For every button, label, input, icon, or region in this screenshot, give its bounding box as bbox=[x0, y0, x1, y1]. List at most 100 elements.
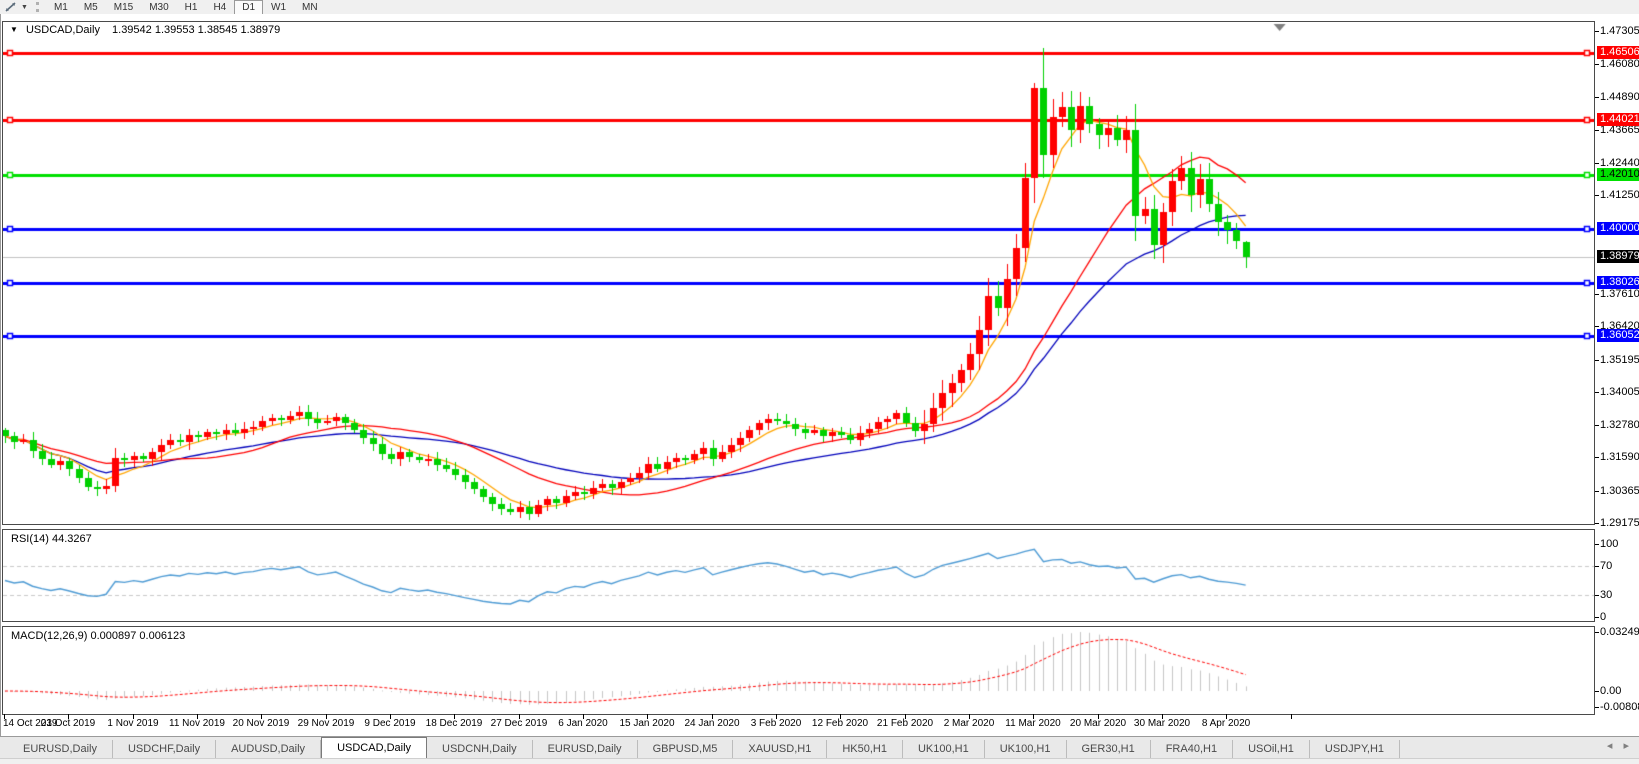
window-left-edge bbox=[0, 14, 1, 736]
chart-tab-AUDUSD-Daily[interactable]: AUDUSD,Daily bbox=[216, 740, 322, 759]
axis-tick bbox=[1595, 97, 1599, 98]
tab-scroll-arrows[interactable]: ◂ ▸ bbox=[1606, 740, 1633, 752]
timeframe-buttons: M1 M5 M15 M30 H1 H4 D1 W1 MN bbox=[46, 0, 326, 15]
axis-tick bbox=[1595, 691, 1599, 692]
rsi-canvas[interactable] bbox=[3, 530, 1594, 621]
axis-tick bbox=[1595, 595, 1599, 596]
timeframe-button-H4[interactable]: H4 bbox=[213, 1, 227, 13]
date-tick bbox=[647, 714, 648, 719]
date-tick bbox=[326, 714, 327, 719]
price-chart-canvas[interactable] bbox=[3, 22, 1594, 524]
chart-menu-icon[interactable]: ▼ bbox=[10, 25, 18, 34]
chart-tab-UK100-H1[interactable]: UK100,H1 bbox=[985, 740, 1067, 759]
date-label: 24 Jan 2020 bbox=[684, 718, 740, 729]
rsi-tick-label: 30 bbox=[1600, 589, 1613, 601]
timeframe-button-M1[interactable]: M1 bbox=[53, 1, 68, 13]
chart-tab-XAUUSD-H1[interactable]: XAUUSD,H1 bbox=[733, 740, 828, 759]
chart-tab-USDCAD-Daily[interactable]: USDCAD,Daily bbox=[321, 737, 428, 759]
rsi-label: RSI(14) 44.3267 bbox=[11, 533, 92, 545]
axis-tick bbox=[1595, 294, 1599, 295]
timeframe-button-M15[interactable]: M15 bbox=[113, 1, 134, 13]
macd-tick-label: -0.008086 bbox=[1600, 701, 1639, 713]
timeframe-toolbar: ▼ M1 M5 M15 M30 H1 H4 D1 W1 MN bbox=[0, 0, 1639, 15]
price-chart-pane[interactable] bbox=[2, 21, 1595, 525]
date-tick bbox=[776, 714, 777, 719]
rsi-tick-label: 0 bbox=[1600, 611, 1607, 623]
chart-tab-FRA40-H1[interactable]: FRA40,H1 bbox=[1151, 740, 1234, 759]
date-tick bbox=[133, 714, 134, 719]
date-label: 6 Jan 2020 bbox=[558, 718, 608, 729]
date-tick bbox=[583, 714, 584, 719]
chart-tab-UK100-H1[interactable]: UK100,H1 bbox=[903, 740, 985, 759]
date-tick bbox=[1033, 714, 1034, 719]
level-price-badge: 1.36052 bbox=[1597, 329, 1639, 342]
chart-mode-icon[interactable] bbox=[3, 1, 19, 13]
macd-tick-label: 0.00 bbox=[1600, 685, 1622, 697]
chart-tab-USDJPY-H1[interactable]: USDJPY,H1 bbox=[1310, 740, 1401, 759]
date-label: 3 Feb 2020 bbox=[750, 718, 802, 729]
date-label: 20 Nov 2019 bbox=[232, 718, 290, 729]
price-tick-label: 1.42440 bbox=[1600, 157, 1639, 169]
chart-tab-GBPUSD-M5[interactable]: GBPUSD,M5 bbox=[638, 740, 734, 759]
axis-tick bbox=[1595, 707, 1599, 708]
chart-tab-HK50-H1[interactable]: HK50,H1 bbox=[827, 740, 903, 759]
axis-tick bbox=[1595, 491, 1599, 492]
date-tick bbox=[390, 714, 391, 719]
timeframe-button-W1[interactable]: W1 bbox=[271, 1, 287, 13]
date-label: 12 Feb 2020 bbox=[811, 718, 869, 729]
timeframe-button-M5[interactable]: M5 bbox=[83, 1, 98, 13]
date-tick bbox=[519, 714, 520, 719]
price-tick-label: 1.43665 bbox=[1600, 124, 1639, 136]
price-tick-label: 1.31590 bbox=[1600, 451, 1639, 463]
timeframe-button-H1[interactable]: H1 bbox=[184, 1, 198, 13]
date-label: 29 Nov 2019 bbox=[297, 718, 355, 729]
rsi-pane[interactable]: RSI(14) 44.3267 bbox=[2, 529, 1595, 622]
axis-tick bbox=[1595, 31, 1599, 32]
level-price-badge: 1.46506 bbox=[1597, 46, 1639, 59]
axis-tick bbox=[1595, 566, 1599, 567]
date-label: 15 Jan 2020 bbox=[619, 718, 675, 729]
timeframe-button-MN[interactable]: MN bbox=[302, 1, 318, 13]
date-tick bbox=[4, 714, 5, 719]
rsi-tick-label: 100 bbox=[1600, 538, 1619, 550]
chart-tab-GER30-H1[interactable]: GER30,H1 bbox=[1067, 740, 1151, 759]
price-tick-label: 1.29175 bbox=[1600, 517, 1639, 529]
date-tick bbox=[1226, 714, 1227, 719]
date-tick bbox=[454, 714, 455, 719]
date-label: 11 Nov 2019 bbox=[169, 718, 225, 729]
timeframe-button-D1[interactable]: D1 bbox=[234, 0, 264, 15]
macd-canvas[interactable] bbox=[3, 627, 1594, 714]
timeframe-button-M30[interactable]: M30 bbox=[149, 1, 169, 13]
chart-ohlc-values: 1.39542 1.39553 1.38545 1.38979 bbox=[112, 24, 281, 36]
toolbar-grip bbox=[35, 2, 39, 12]
chart-tab-USOil-H1[interactable]: USOil,H1 bbox=[1233, 740, 1310, 759]
price-tick-label: 1.41250 bbox=[1600, 189, 1639, 201]
price-tick-label: 1.37610 bbox=[1600, 288, 1639, 300]
status-strip bbox=[0, 758, 1639, 764]
date-tick bbox=[1098, 714, 1099, 719]
chart-tab-USDCNH-Daily[interactable]: USDCNH,Daily bbox=[427, 740, 533, 759]
axis-tick bbox=[1595, 632, 1599, 633]
date-tick bbox=[969, 714, 970, 719]
chart-tab-USDCHF-Daily[interactable]: USDCHF,Daily bbox=[113, 740, 217, 759]
price-tick-label: 1.32780 bbox=[1600, 419, 1639, 431]
level-price-badge: 1.40000 bbox=[1597, 222, 1639, 235]
date-label: 30 Mar 2020 bbox=[1133, 718, 1191, 729]
axis-tick bbox=[1595, 617, 1599, 618]
date-tick bbox=[712, 714, 713, 719]
date-label: 21 Feb 2020 bbox=[876, 718, 934, 729]
chart-tab-EURUSD-Daily[interactable]: EURUSD,Daily bbox=[8, 740, 113, 759]
date-label: 2 Mar 2020 bbox=[943, 718, 995, 729]
price-tick-label: 1.34005 bbox=[1600, 386, 1639, 398]
date-label: 1 Nov 2019 bbox=[107, 718, 159, 729]
chart-mode-dropdown-icon[interactable]: ▼ bbox=[21, 3, 28, 11]
date-label: 9 Dec 2019 bbox=[364, 718, 416, 729]
date-label: 14 Oct 2019 bbox=[3, 718, 58, 729]
date-tick bbox=[1162, 714, 1163, 719]
macd-pane[interactable]: MACD(12,26,9) 0.000897 0.006123 bbox=[2, 626, 1595, 715]
date-label: 18 Dec 2019 bbox=[425, 718, 483, 729]
level-price-badge: 1.38026 bbox=[1597, 276, 1639, 289]
date-label: 8 Apr 2020 bbox=[1201, 718, 1251, 729]
chart-tab-EURUSD-Daily[interactable]: EURUSD,Daily bbox=[533, 740, 638, 759]
axis-tick bbox=[1595, 425, 1599, 426]
